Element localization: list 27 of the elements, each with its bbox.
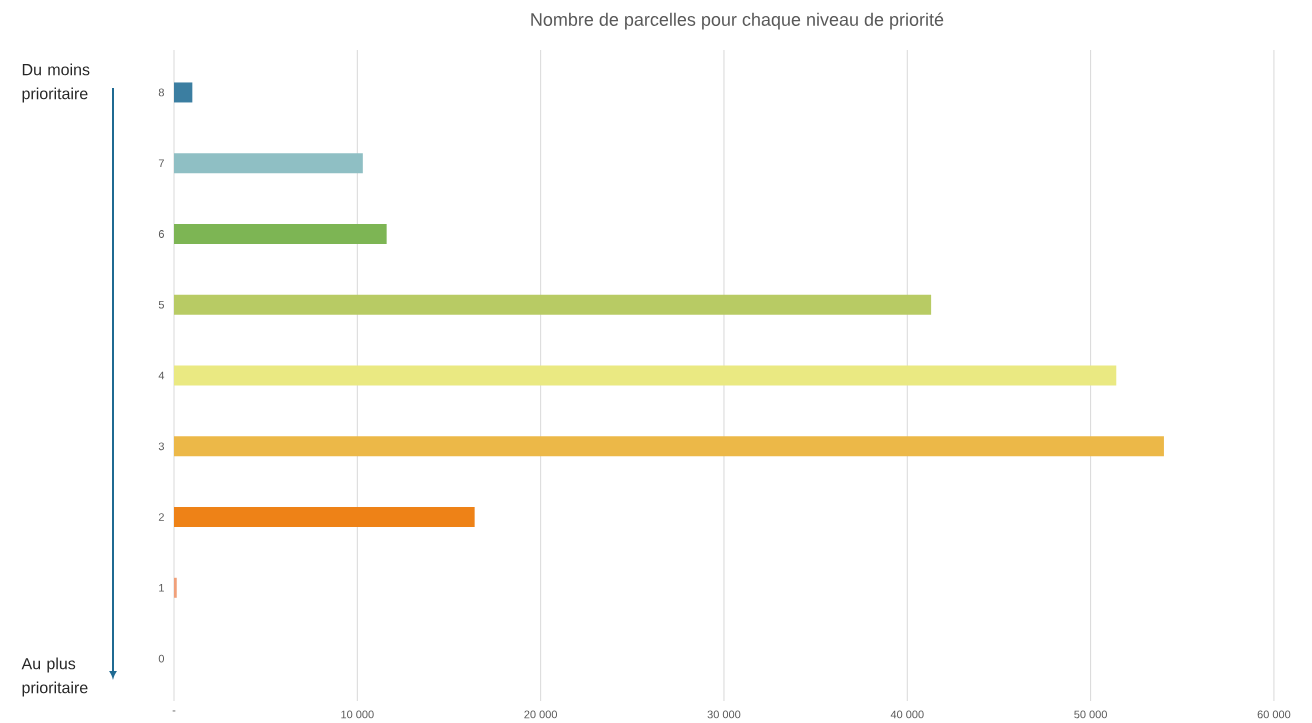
y-tick-label: 8 [158,88,164,97]
bar [174,82,193,103]
y-tick-label: 6 [158,230,164,238]
y-tick-label: 1 [159,584,164,592]
y-tick-label: 0 [158,654,165,663]
bar [174,153,363,174]
bar [174,507,475,528]
y-tick-label: 5 [158,300,164,309]
bar [174,436,1164,457]
x-tick-label: 10 000 [341,710,374,719]
y-tick-label: 7 [158,159,164,167]
text: Au plus prioritaire [21,657,88,697]
bar [174,577,177,598]
y-tick-label: 4 [158,371,165,380]
bar [174,223,387,244]
x-tick-label: 60 000 [1257,710,1291,719]
x-tick-label: 30 000 [707,710,741,719]
bar [174,365,1117,386]
y-tick-label: 2 [158,513,164,521]
bar [174,294,932,315]
x-tick-label: 40 000 [890,710,924,719]
text: Du moins prioritaire [22,63,90,103]
chart-title: Nombre de parcelles pour chaque niveau de priorité [531,12,944,30]
x-tick-label: 20 000 [524,710,558,719]
y-tick-label: 3 [158,442,164,451]
x-tick-label: - [172,710,176,712]
x-tick-label: 50 000 [1074,710,1107,719]
